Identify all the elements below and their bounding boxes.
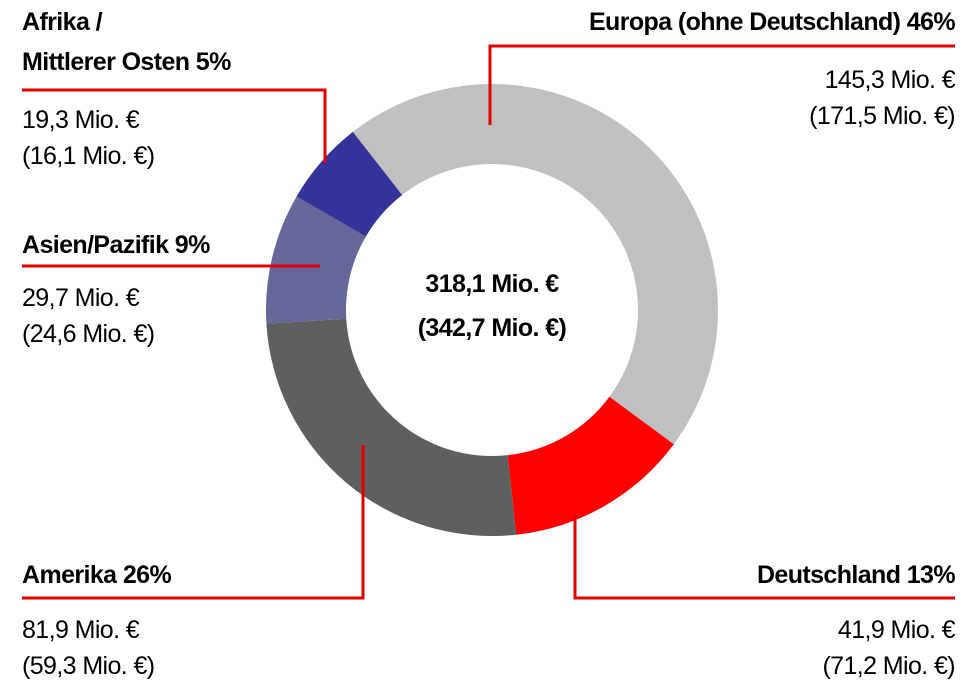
- region-label: Asien/Pazifik 9%: [22, 225, 210, 265]
- region-prior: (171,5 Mio. €): [809, 102, 955, 130]
- region-prior: (71,2 Mio. €): [822, 652, 955, 680]
- donut-segment: [266, 196, 366, 324]
- donut-segment: [296, 131, 403, 237]
- leader-lines: [22, 44, 955, 600]
- region-label: Europa (ohne Deutschland) 46%: [588, 2, 956, 42]
- center-total: 318,1 Mio. €: [425, 270, 559, 298]
- region-name: Amerika: [22, 561, 117, 589]
- region-name: Europa (ohne Deutschland): [588, 8, 901, 36]
- region-amounts: 81,9 Mio. € (59,3 Mio. €): [22, 612, 155, 683]
- region-label: Afrika / Mittlerer Osten 5%: [22, 2, 231, 82]
- region-amounts: 19,3 Mio. € (16,1 Mio. €): [22, 102, 155, 174]
- region-amount: 81,9 Mio. €: [22, 616, 140, 644]
- region-share: 13%: [906, 561, 956, 589]
- region-prior: (59,3 Mio. €): [22, 652, 155, 680]
- region-prior: (16,1 Mio. €): [22, 142, 155, 170]
- leader-line: [488, 44, 955, 125]
- leader-line: [22, 445, 365, 600]
- region-name: Afrika / Mittlerer Osten: [22, 8, 190, 76]
- region-amount: 19,3 Mio. €: [22, 106, 140, 134]
- region-share: 5%: [195, 48, 232, 76]
- region-share: 46%: [906, 8, 956, 36]
- region-label: Amerika 26%: [22, 555, 172, 595]
- region-amount: 29,7 Mio. €: [22, 284, 140, 312]
- region-name: Asien/Pazifik: [22, 231, 169, 259]
- region-amounts: 145,3 Mio. € (171,5 Mio. €): [809, 62, 955, 134]
- donut-segment: [266, 318, 517, 536]
- center-prior: (342,7 Mio. €): [417, 314, 567, 342]
- region-amounts: 41,9 Mio. € (71,2 Mio. €): [822, 612, 955, 683]
- region-share: 9%: [174, 231, 211, 259]
- region-amount: 145,3 Mio. €: [824, 66, 956, 94]
- leader-line: [573, 515, 955, 600]
- region-label: Deutschland 13%: [756, 555, 956, 595]
- region-name: Deutschland: [756, 561, 901, 589]
- region-share: 26%: [122, 561, 172, 589]
- region-amount: 41,9 Mio. €: [837, 616, 956, 644]
- region-prior: (24,6 Mio. €): [22, 320, 155, 348]
- region-amounts: 29,7 Mio. € (24,6 Mio. €): [22, 280, 155, 352]
- leader-line: [22, 88, 327, 163]
- donut-segment: [507, 396, 674, 535]
- donut-segment: [352, 83, 718, 445]
